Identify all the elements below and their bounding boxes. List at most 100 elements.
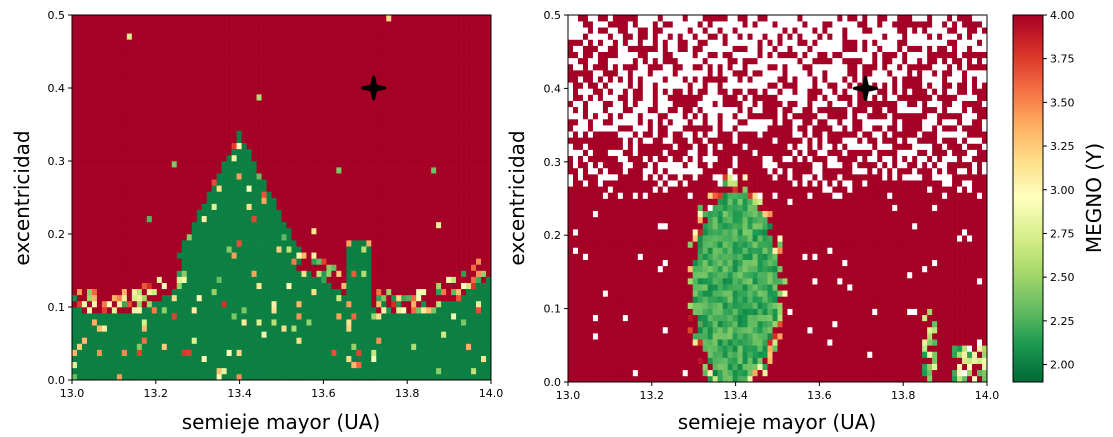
heatmap-cell [181, 240, 188, 247]
heatmap-cell [361, 252, 367, 259]
heatmap-cell [451, 173, 457, 180]
heatmap-cell [481, 300, 487, 308]
heatmap-cell [216, 215, 222, 223]
heatmap-cell [311, 154, 317, 162]
heatmap-cell [321, 215, 327, 223]
heatmap-cell [151, 221, 158, 229]
heatmap-cell [181, 15, 188, 22]
heatmap-cell [206, 75, 212, 83]
heatmap-cell [411, 33, 417, 40]
heatmap-cell [456, 349, 462, 356]
heatmap-cell [276, 227, 282, 235]
heatmap-cell [291, 319, 297, 326]
heatmap-cell [151, 264, 158, 271]
heatmap-cell [311, 246, 317, 253]
heatmap-cell [201, 276, 207, 283]
heatmap-cell [476, 270, 482, 277]
heatmap-cell [466, 185, 472, 192]
heatmap-cell [181, 45, 188, 52]
heatmap-cell [251, 154, 257, 162]
heatmap-cell [326, 227, 332, 235]
heatmap-cell [441, 264, 447, 271]
heatmap-cell [446, 221, 452, 229]
heatmap-cell [266, 130, 272, 137]
heatmap-cell [72, 130, 78, 137]
heatmap-cell [231, 185, 237, 192]
heatmap-cell [356, 355, 362, 363]
heatmap-cell [81, 294, 88, 302]
heatmap-cell [401, 179, 407, 186]
heatmap-cell [91, 69, 98, 77]
heatmap-cell [446, 88, 452, 95]
heatmap-cell [136, 15, 143, 22]
heatmap-cell [371, 69, 377, 77]
heatmap-cell [246, 136, 252, 144]
heatmap-cell [341, 282, 347, 290]
heatmap-cell [276, 112, 282, 119]
heatmap-cell [141, 130, 148, 137]
heatmap-cell [476, 221, 482, 229]
heatmap-cell [206, 221, 212, 229]
heatmap-cell [386, 349, 392, 356]
heatmap-cell [171, 227, 178, 235]
heatmap-cell [191, 252, 197, 259]
heatmap-cell [301, 361, 307, 369]
heatmap-cell [326, 130, 332, 137]
heatmap-cell [471, 227, 477, 235]
heatmap-cell [451, 337, 457, 344]
heatmap-cell [261, 367, 267, 375]
heatmap-cell [191, 45, 197, 52]
heatmap-cell [121, 276, 128, 283]
heatmap-cell [476, 276, 482, 283]
heatmap-cell [356, 252, 362, 259]
heatmap-cell [72, 118, 78, 125]
heatmap-cell [481, 325, 487, 332]
heatmap-cell [106, 252, 113, 259]
heatmap-cell [391, 227, 397, 235]
heatmap-cell [286, 142, 292, 150]
heatmap-cell [316, 81, 322, 89]
heatmap-cell [86, 288, 93, 296]
heatmap-cell [471, 27, 477, 34]
heatmap-cell [131, 69, 138, 77]
heatmap-cell [136, 319, 143, 326]
heatmap-cell [346, 75, 352, 83]
heatmap-cell [411, 75, 417, 83]
heatmap-cell [306, 179, 312, 186]
heatmap-cell [216, 154, 222, 162]
heatmap-cell [72, 27, 78, 34]
heatmap-cell [336, 75, 342, 83]
heatmap-cell [161, 203, 168, 210]
heatmap-cell [81, 136, 88, 144]
heatmap-cell [461, 130, 467, 137]
heatmap-cell [466, 240, 472, 247]
heatmap-cell [441, 203, 447, 210]
heatmap-cell [171, 276, 178, 283]
heatmap-cell [171, 88, 178, 95]
heatmap-cell [336, 136, 342, 144]
heatmap-cell [101, 246, 108, 253]
heatmap-cell [391, 124, 397, 131]
heatmap-cell [81, 215, 88, 223]
heatmap-cell [451, 51, 457, 58]
heatmap-cell [261, 282, 267, 290]
heatmap-cell [236, 313, 242, 320]
heatmap-cell [376, 307, 382, 314]
heatmap-cell [91, 252, 98, 259]
heatmap-cell [386, 240, 392, 247]
heatmap-cell [96, 112, 103, 119]
heatmap-cell [181, 294, 188, 302]
heatmap-cell [151, 234, 158, 241]
heatmap-cell [371, 179, 377, 186]
heatmap-cell [401, 331, 407, 338]
heatmap-cell [421, 75, 427, 83]
heatmap-cell [131, 118, 138, 125]
heatmap-cell [381, 258, 387, 265]
heatmap-cell [456, 100, 462, 107]
heatmap-cell [386, 300, 392, 308]
heatmap-cell [176, 136, 183, 144]
heatmap-cell [236, 264, 242, 271]
heatmap-cell [476, 81, 482, 89]
heatmap-cell [166, 161, 173, 168]
heatmap-cell [201, 15, 207, 22]
